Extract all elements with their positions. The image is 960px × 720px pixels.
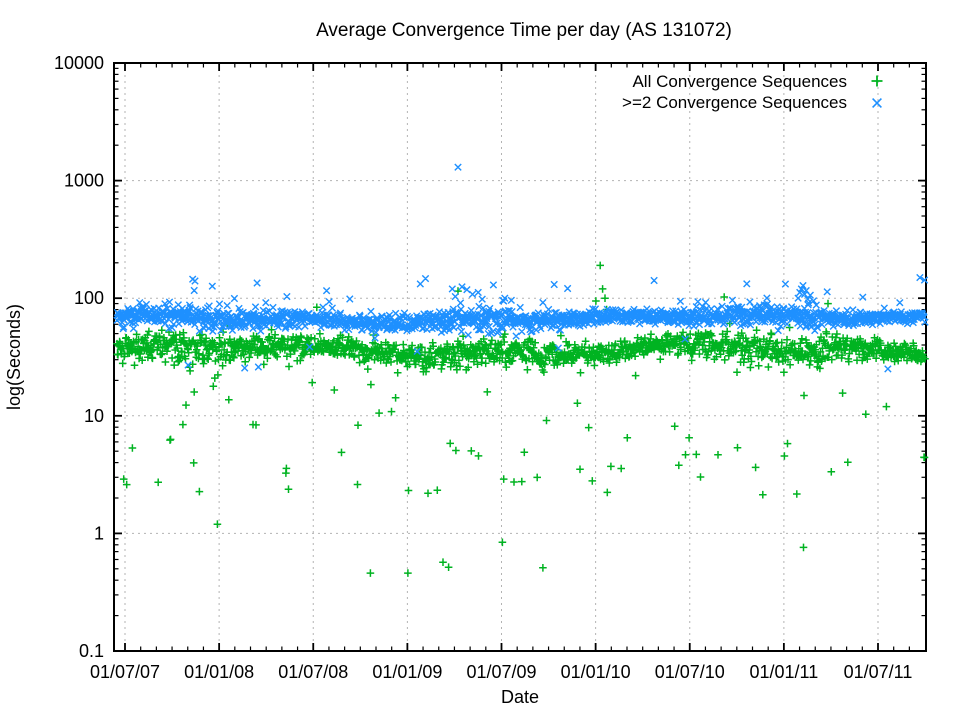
x-tick-label: 01/01/11 <box>750 662 819 682</box>
tick-labels: 0.1 1 10 100 1000 10000 01/07/07 01/01/08 01/07/… <box>54 53 912 682</box>
x-tick-label: 01/07/11 <box>844 662 913 682</box>
x-tick-label: 01/01/08 <box>184 662 254 682</box>
y-tick-label: 100 <box>74 288 104 308</box>
x-tick-label: 01/07/08 <box>278 662 348 682</box>
y-axis-title: log(Seconds) <box>4 304 24 410</box>
x-tick-label: 01/07/07 <box>90 662 160 682</box>
chart-title: Average Convergence Time per day (AS 131… <box>316 20 732 41</box>
legend-plus-icon <box>871 75 883 87</box>
legend-label-ge2-sequences: >=2 Convergence Sequences <box>622 93 847 112</box>
scatter-points-cross <box>113 163 929 373</box>
series-all-convergence-points <box>113 261 929 577</box>
series-ge2-convergence-points <box>113 163 929 373</box>
x-axis-title: Date <box>501 687 539 707</box>
legend: All Convergence Sequences >=2 Convergenc… <box>622 72 883 112</box>
x-tick-label: 01/01/09 <box>372 662 442 682</box>
scatter-points-plus <box>113 261 929 577</box>
y-tick-label: 0.1 <box>79 641 104 661</box>
y-tick-label: 10 <box>84 406 104 426</box>
y-tick-label: 1000 <box>64 171 104 191</box>
x-tick-label: 01/07/09 <box>466 662 536 682</box>
y-tick-label: 10000 <box>54 53 104 73</box>
legend-cross-icon <box>872 98 882 108</box>
y-tick-label: 1 <box>94 523 104 543</box>
x-tick-label: 01/01/10 <box>561 662 631 682</box>
x-tick-label: 01/07/10 <box>655 662 725 682</box>
legend-label-all-sequences: All Convergence Sequences <box>632 72 847 91</box>
